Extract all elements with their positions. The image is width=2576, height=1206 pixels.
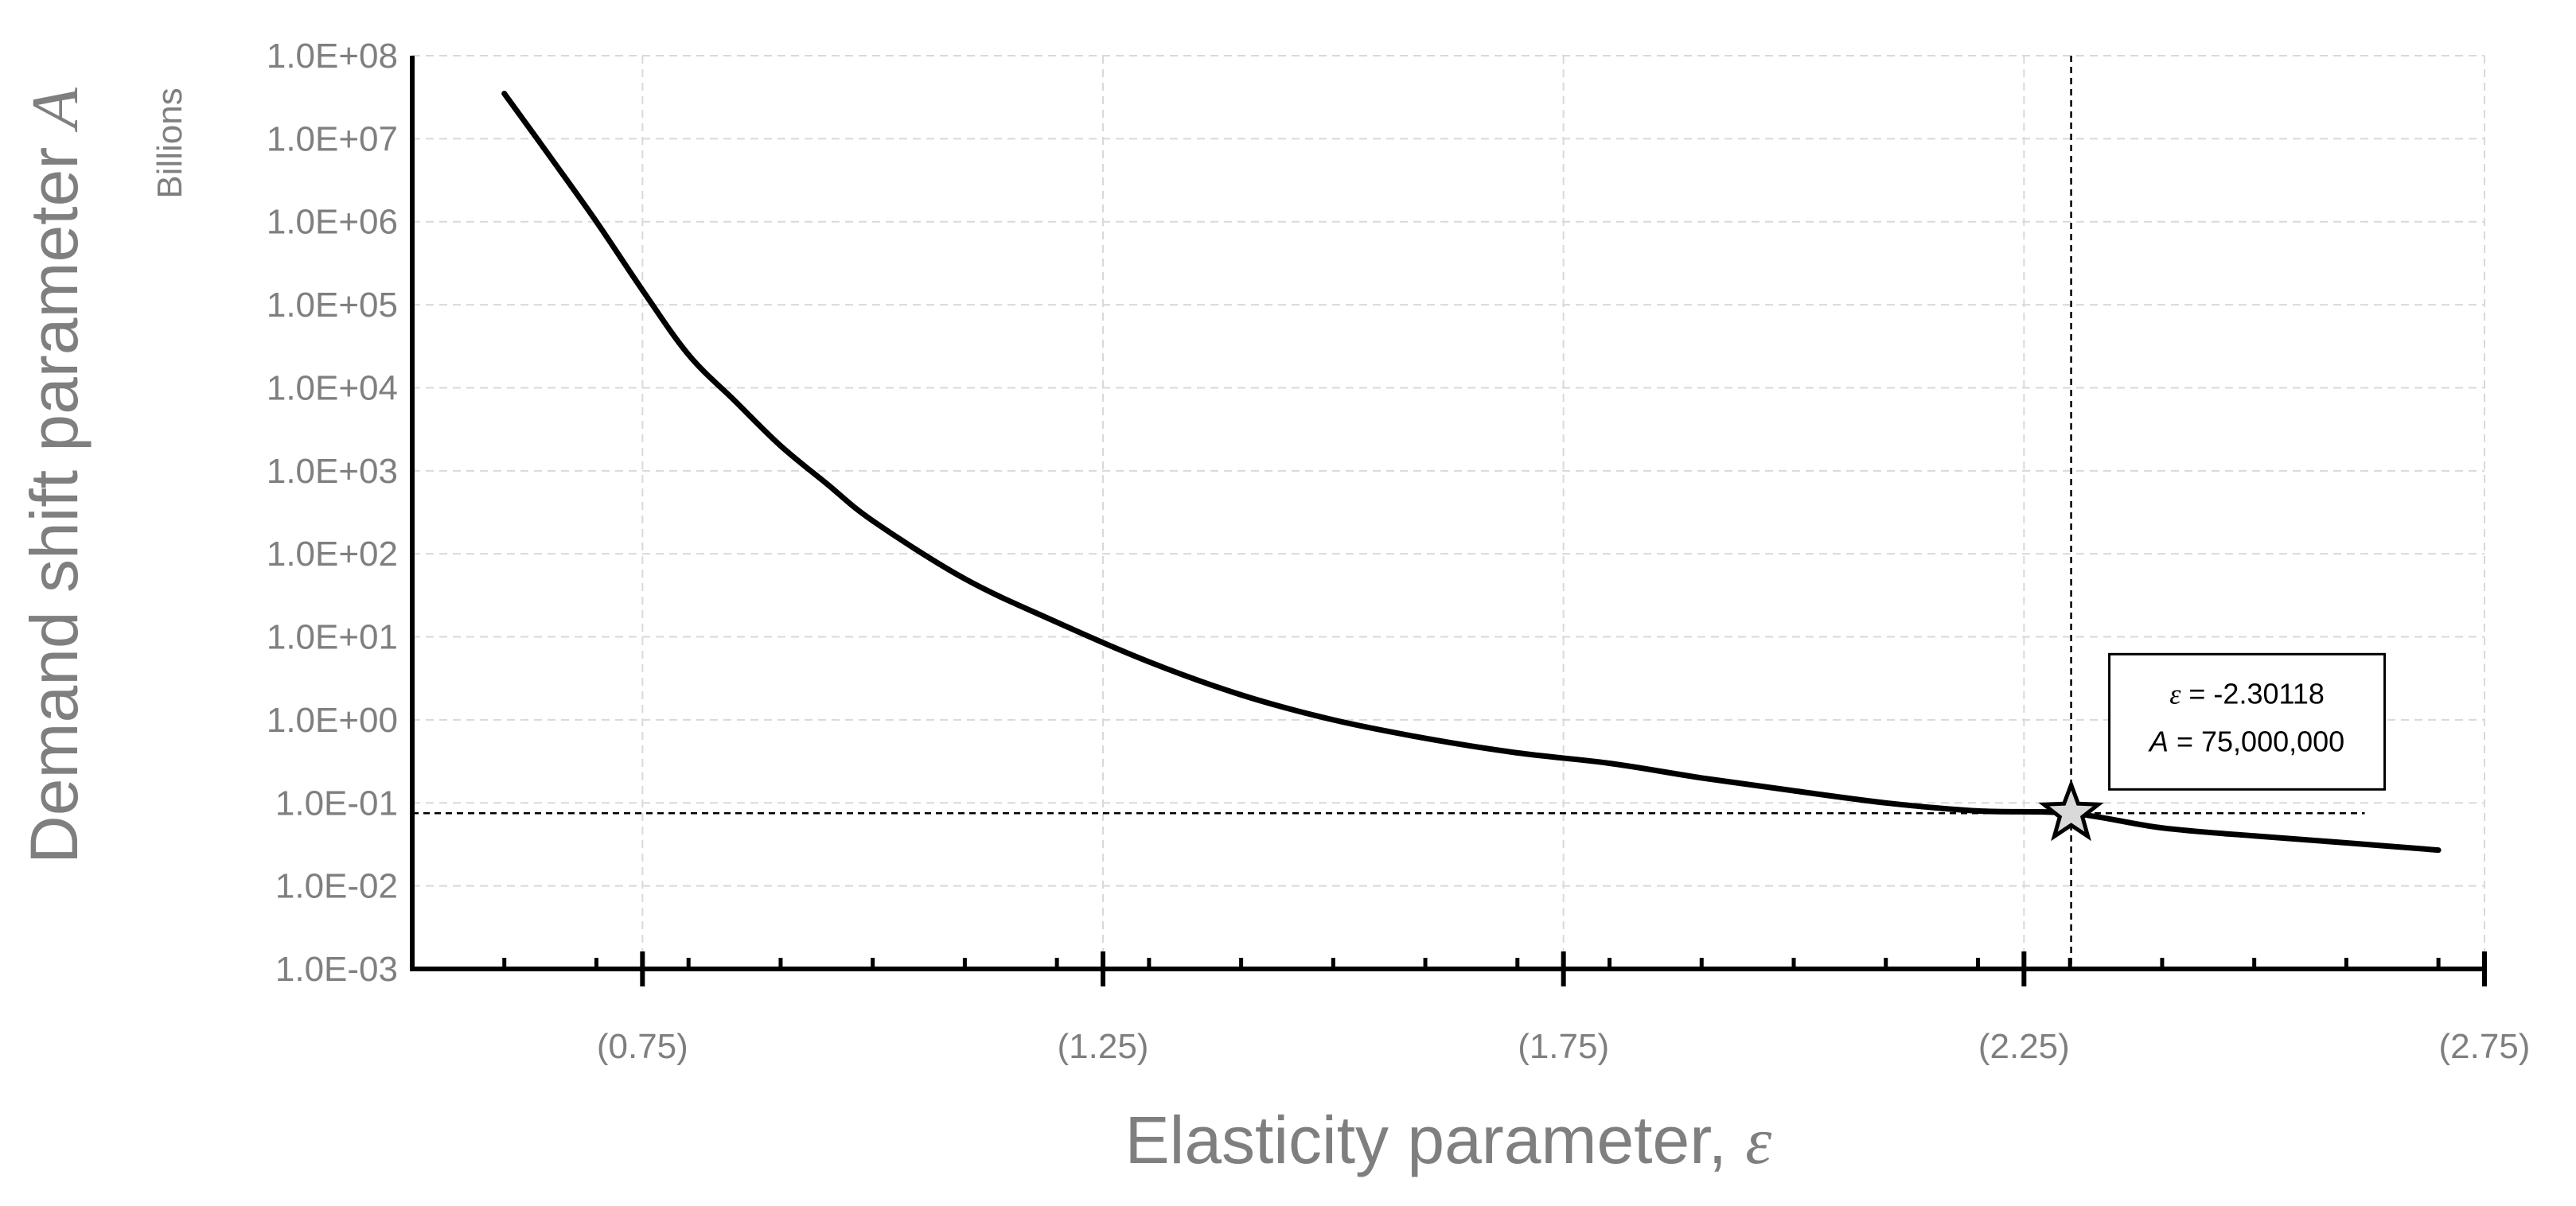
y-tick-label: 1.0E-03 [275, 950, 398, 989]
y-axis-title-symbol: A [18, 87, 92, 132]
y-tick-label: 1.0E+03 [267, 452, 398, 491]
x-tick-label: (0.75) [597, 1027, 688, 1066]
x-axis-title-text: Elasticity parameter, [1125, 1103, 1746, 1177]
y-tick-label: 1.0E+01 [267, 618, 398, 657]
y-tick-label: 1.0E+04 [267, 368, 398, 407]
y-unit-label: Billions [150, 88, 189, 198]
y-tick-labels: 1.0E+08 1.0E+07 1.0E+06 1.0E+05 1.0E+04 1.0E+… [267, 37, 398, 989]
x-tick-label: (1.25) [1058, 1027, 1149, 1066]
y-axis-title: Demand shift parameter A [17, 87, 92, 863]
y-axis-title-text: Demand shift parameter [17, 128, 92, 863]
x-tick-label: (2.75) [2439, 1027, 2531, 1066]
x-tick-labels: (0.75) (1.25) (1.75) (2.25) (2.75) [597, 1027, 2531, 1066]
y-tick-label: 1.0E+08 [267, 37, 398, 76]
y-tick-label: 1.0E-02 [275, 867, 398, 906]
y-tick-label: 1.0E-01 [275, 784, 398, 823]
x-tick-label: (2.25) [1978, 1027, 2070, 1066]
star-marker [2038, 779, 2104, 842]
y-tick-label: 1.0E+07 [267, 119, 398, 158]
annotation-line-epsilon: ε = -2.30118 [2169, 677, 2325, 710]
y-tick-label: 1.0E+00 [267, 701, 398, 740]
reference-lines [412, 56, 2365, 969]
axes [410, 56, 2487, 986]
x-tick-label: (1.75) [1518, 1027, 1609, 1066]
y-tick-label: 1.0E+02 [267, 535, 398, 574]
y-tick-label: 1.0E+05 [267, 286, 398, 325]
x-axis-title: Elasticity parameter, ε [1125, 1103, 1773, 1178]
annotation-line-a: A = 75,000,000 [2148, 725, 2344, 757]
grid [412, 55, 2485, 969]
annotation: ε = -2.30118 A = 75,000,000 [2038, 652, 2387, 842]
annotation-box [2108, 652, 2387, 791]
x-axis-title-symbol: ε [1745, 1104, 1772, 1178]
y-tick-label: 1.0E+06 [267, 203, 398, 242]
